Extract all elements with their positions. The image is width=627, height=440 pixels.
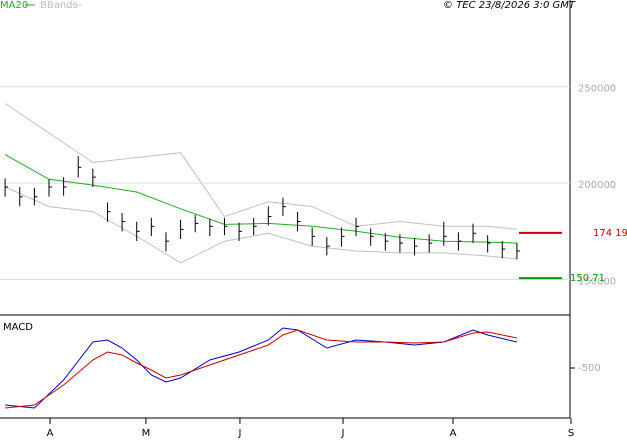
y-tick-label: -500 (578, 363, 601, 374)
legend-ma20: MA20 (0, 0, 28, 11)
legend-bbands: BBands (40, 0, 78, 11)
x-tick-label: M (142, 428, 151, 439)
y-tick-label: 150000 (578, 277, 616, 288)
panel-title: MACD (3, 322, 33, 333)
y-tick-label: 200000 (578, 180, 616, 191)
y-tick-label: 250000 (578, 84, 616, 95)
x-tick-label: A (47, 428, 54, 439)
macd-line (5, 327, 518, 409)
level-label: 174 19 (593, 228, 627, 239)
x-tick-label: J (341, 428, 345, 439)
x-tick-label: S (568, 428, 574, 439)
bband-lower (4, 186, 517, 264)
level-label: 150.71 (570, 273, 605, 284)
macd-line (5, 329, 518, 409)
x-tick-label: J (237, 428, 241, 439)
x-tick-label: A (450, 428, 457, 439)
source: © TEC 23/8/2026 3:0 GMT (443, 0, 576, 11)
